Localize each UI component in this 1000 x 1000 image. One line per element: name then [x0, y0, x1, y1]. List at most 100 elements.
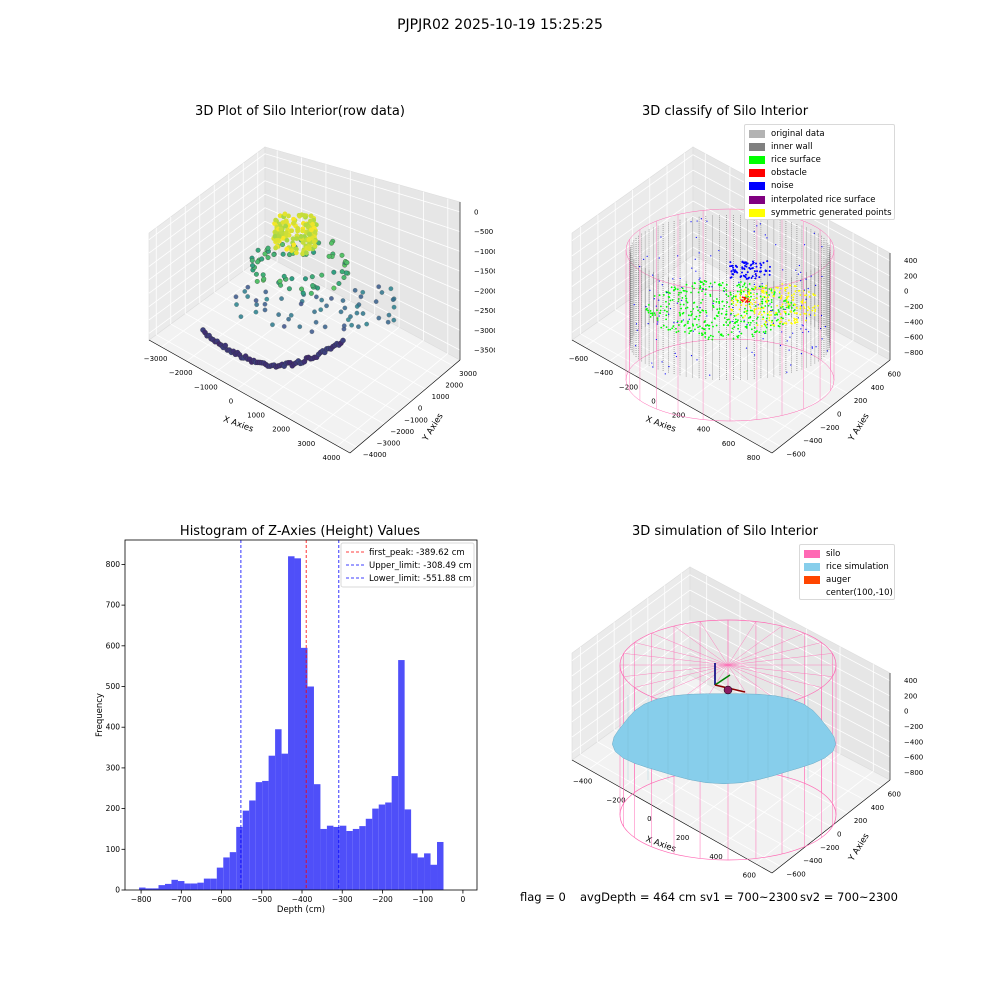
legend-box — [340, 542, 475, 588]
noise-point — [706, 315, 708, 317]
silo-wire — [727, 664, 805, 698]
noise-point — [805, 298, 807, 300]
data-point — [286, 316, 291, 322]
rice-point — [787, 313, 790, 316]
rice-point — [708, 285, 711, 288]
symmetric-point — [795, 312, 798, 315]
z-tick-label: −600 — [904, 754, 923, 762]
rice-point — [665, 300, 667, 303]
rice-point — [709, 282, 712, 285]
data-point — [341, 323, 347, 329]
y-tick-label: −600 — [786, 450, 805, 458]
rice-point — [705, 280, 708, 283]
symmetric-point — [785, 322, 788, 325]
rice-point — [707, 338, 710, 341]
y-tick-label: −4000 — [363, 451, 387, 459]
legend-item: rice surface — [749, 153, 890, 166]
noise-point — [779, 344, 782, 347]
z-tick-label: −1500 — [474, 268, 495, 276]
noise-point — [751, 275, 754, 278]
histogram-bar — [365, 818, 373, 890]
rice-point — [740, 314, 743, 317]
symmetric-point — [756, 297, 758, 300]
data-point — [342, 305, 348, 311]
histogram-bar — [424, 853, 431, 890]
rice-point — [737, 319, 739, 322]
symmetric-point — [758, 287, 760, 290]
symmetric-point — [786, 286, 789, 289]
rice-point — [690, 329, 693, 332]
symmetric-point — [802, 305, 805, 308]
symmetric-point — [783, 322, 786, 325]
noise-point — [732, 306, 734, 309]
rice-point — [741, 285, 744, 288]
noise-point — [759, 223, 761, 225]
noise-point — [709, 374, 711, 376]
rice-point — [782, 317, 784, 320]
rice-point — [727, 324, 730, 327]
rice-point — [778, 296, 780, 299]
data-point — [284, 237, 290, 243]
legend-item: center(100,-10) — [826, 588, 893, 599]
symmetric-point — [767, 296, 770, 299]
y-tick-label: 0 — [837, 831, 841, 839]
rice-point — [761, 302, 764, 305]
histogram-bar — [411, 853, 418, 890]
data-point — [386, 312, 392, 318]
noise-point — [738, 331, 741, 333]
noise-point — [786, 371, 788, 373]
symmetric-point — [799, 305, 802, 308]
y-tick-label: 400 — [106, 723, 121, 732]
symmetric-point — [744, 314, 747, 317]
histogram-bar — [430, 864, 438, 890]
rice-point — [672, 325, 675, 328]
rice-point — [662, 324, 665, 327]
histogram-bar — [313, 784, 321, 890]
rice-point — [736, 290, 739, 293]
symmetric-point — [788, 303, 791, 306]
rice-point — [751, 333, 754, 336]
histogram-bar — [320, 828, 327, 890]
grid-line — [571, 651, 691, 738]
rice-point — [745, 325, 748, 328]
symmetric-point — [799, 313, 802, 316]
rice-point — [751, 309, 753, 312]
symmetric-point — [765, 299, 768, 302]
x-tick-label: −300 — [332, 895, 353, 904]
rice-point — [700, 302, 702, 304]
rice-point — [684, 290, 686, 292]
y-tick-label: 800 — [106, 560, 121, 569]
noise-point — [744, 273, 747, 276]
noise-point — [735, 265, 738, 268]
noise-point — [666, 292, 668, 294]
z-tick-label: 200 — [904, 272, 917, 280]
rice-point — [776, 313, 779, 316]
symmetric-point — [755, 308, 758, 310]
x-axis-line — [571, 759, 773, 874]
rice-point — [740, 332, 743, 335]
legend-item: inner wall — [749, 140, 890, 153]
data-point — [289, 276, 295, 282]
y-tick-label: −1000 — [404, 416, 428, 424]
rice-point — [734, 322, 736, 325]
rice-point — [790, 301, 793, 304]
rice-point — [727, 295, 730, 298]
rice-point — [738, 283, 741, 286]
y-tick-label: −600 — [786, 870, 805, 878]
symmetric-point — [762, 307, 765, 309]
rice-point — [656, 309, 658, 312]
symmetric-point — [751, 303, 754, 306]
symmetric-point — [765, 293, 768, 296]
data-point — [313, 319, 319, 325]
data-point — [352, 288, 358, 293]
symmetric-point — [790, 322, 793, 325]
grid-line — [264, 247, 461, 351]
symmetric-point — [781, 303, 784, 306]
noise-point — [763, 273, 766, 276]
data-point — [245, 284, 251, 290]
noise-point — [681, 299, 683, 301]
x-tick-label: 200 — [676, 834, 689, 842]
noise-point — [753, 230, 755, 233]
noise-point — [766, 237, 768, 239]
noise-point — [655, 338, 657, 341]
